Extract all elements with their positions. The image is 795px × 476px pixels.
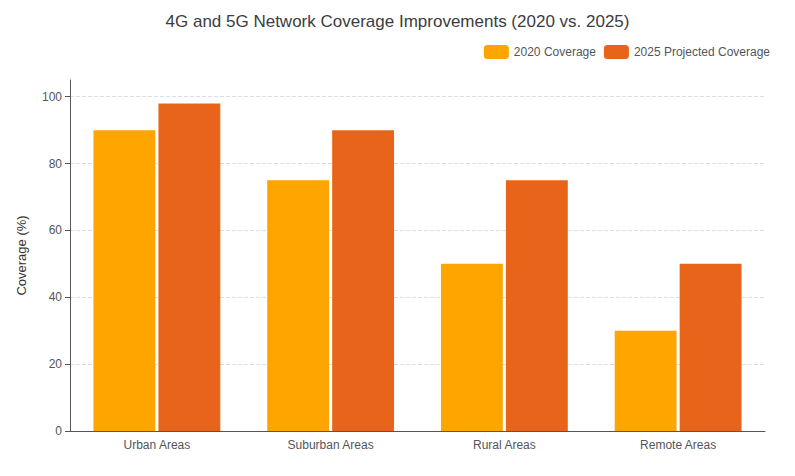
svg-text:2020 Coverage: 2020 Coverage <box>514 45 596 59</box>
svg-text:60: 60 <box>49 223 63 237</box>
svg-text:Remote Areas: Remote Areas <box>640 438 716 452</box>
svg-text:40: 40 <box>49 290 63 304</box>
svg-text:Urban Areas: Urban Areas <box>124 438 191 452</box>
svg-text:Rural Areas: Rural Areas <box>473 438 536 452</box>
svg-text:2025 Projected Coverage: 2025 Projected Coverage <box>634 45 770 59</box>
svg-text:Suburban Areas: Suburban Areas <box>288 438 374 452</box>
svg-text:4G and 5G Network Coverage Imp: 4G and 5G Network Coverage Improvements … <box>166 12 630 31</box>
svg-text:100: 100 <box>42 90 62 104</box>
svg-text:80: 80 <box>49 157 63 171</box>
svg-text:0: 0 <box>55 424 62 438</box>
svg-text:20: 20 <box>49 357 63 371</box>
svg-text:Coverage (%): Coverage (%) <box>14 215 29 295</box>
